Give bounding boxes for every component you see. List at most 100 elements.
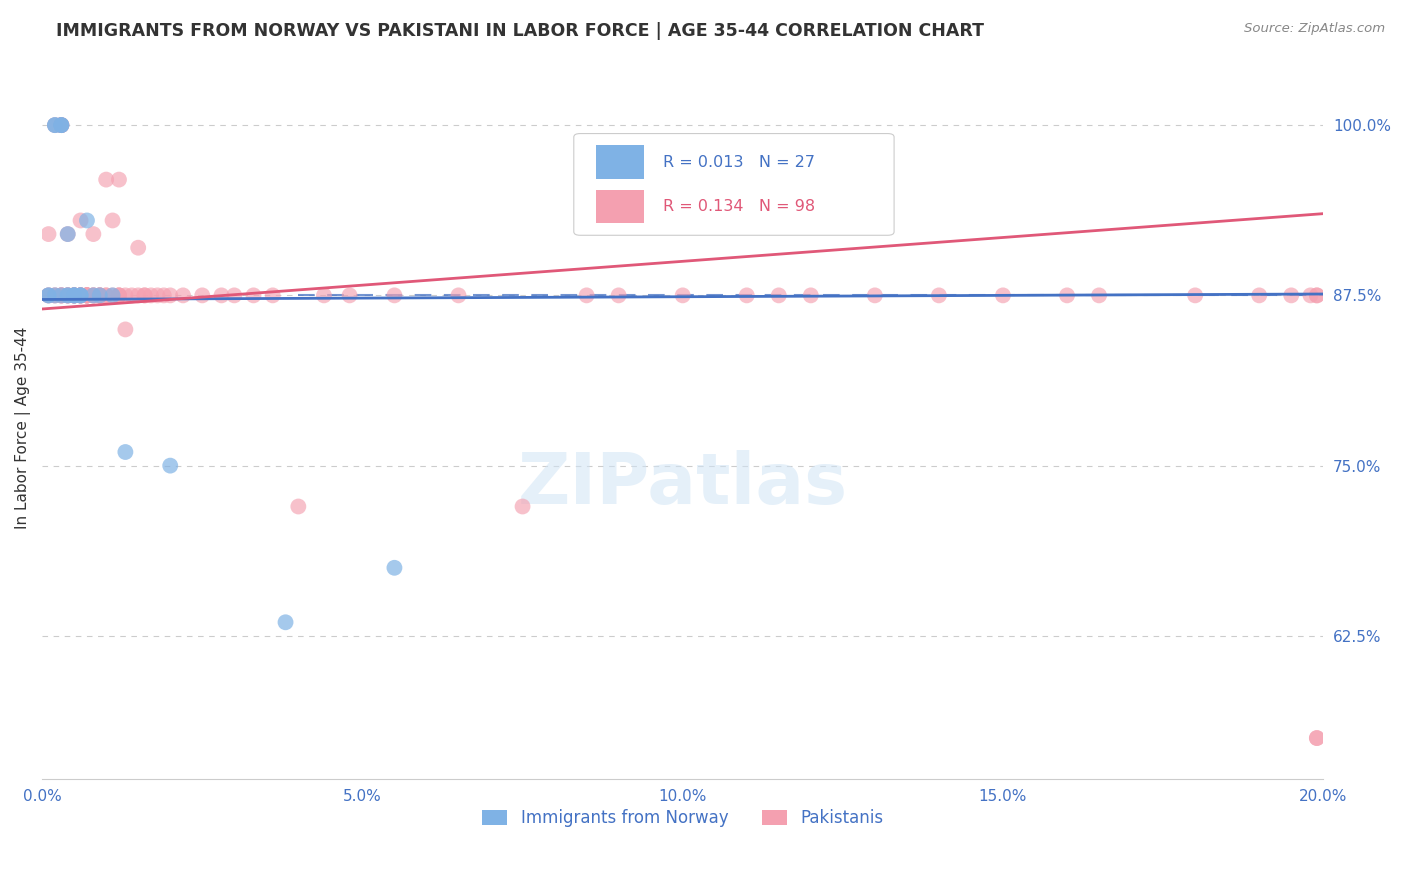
Point	[63, 288, 86, 302]
Point	[863, 288, 886, 302]
Point	[51, 118, 73, 132]
Point	[1299, 288, 1322, 302]
Point	[44, 288, 66, 302]
Text: R = 0.013   N = 27: R = 0.013 N = 27	[664, 155, 815, 169]
Point	[38, 288, 60, 302]
Point	[76, 288, 98, 302]
Point	[108, 288, 131, 302]
Point	[1306, 731, 1329, 745]
Point	[800, 288, 823, 302]
Text: Source: ZipAtlas.com: Source: ZipAtlas.com	[1244, 22, 1385, 36]
Point	[69, 288, 91, 302]
Point	[76, 288, 98, 302]
Point	[242, 288, 264, 302]
Text: R = 0.134   N = 98: R = 0.134 N = 98	[664, 199, 815, 214]
Point	[44, 118, 66, 132]
Text: ZIPatlas: ZIPatlas	[517, 450, 848, 519]
Point	[991, 288, 1014, 302]
Point	[69, 288, 91, 302]
Point	[127, 241, 149, 255]
Point	[114, 322, 136, 336]
Point	[76, 288, 98, 302]
Point	[56, 288, 79, 302]
Point	[134, 288, 156, 302]
Point	[51, 288, 73, 302]
Point	[69, 213, 91, 227]
Point	[172, 288, 194, 302]
Point	[63, 288, 86, 302]
Point	[211, 288, 233, 302]
Point	[96, 172, 118, 186]
Legend: Immigrants from Norway, Pakistanis: Immigrants from Norway, Pakistanis	[475, 803, 890, 834]
Point	[76, 288, 98, 302]
Point	[1306, 288, 1329, 302]
Point	[56, 288, 79, 302]
Point	[76, 288, 98, 302]
Point	[89, 288, 111, 302]
Point	[1184, 288, 1206, 302]
Point	[928, 288, 950, 302]
Point	[274, 615, 297, 630]
Point	[76, 213, 98, 227]
Point	[575, 288, 598, 302]
Point	[108, 172, 131, 186]
Point	[108, 288, 131, 302]
Point	[56, 227, 79, 241]
Point	[114, 445, 136, 459]
Point	[114, 288, 136, 302]
Point	[82, 288, 104, 302]
Point	[101, 213, 124, 227]
Point	[89, 288, 111, 302]
Bar	[596, 190, 644, 223]
Point	[76, 288, 98, 302]
Point	[51, 118, 73, 132]
Y-axis label: In Labor Force | Age 35-44: In Labor Force | Age 35-44	[15, 327, 31, 529]
Point	[82, 288, 104, 302]
Point	[82, 227, 104, 241]
Point	[89, 288, 111, 302]
Point	[159, 458, 181, 473]
Point	[38, 288, 60, 302]
Point	[38, 288, 60, 302]
Point	[447, 288, 470, 302]
Point	[44, 118, 66, 132]
Point	[63, 288, 86, 302]
Point	[82, 288, 104, 302]
Point	[69, 288, 91, 302]
Point	[262, 288, 284, 302]
Point	[82, 288, 104, 302]
Point	[287, 500, 309, 514]
Point	[1249, 288, 1271, 302]
Point	[735, 288, 758, 302]
Point	[384, 288, 406, 302]
Point	[51, 288, 73, 302]
Point	[127, 288, 149, 302]
Point	[224, 288, 246, 302]
Point	[56, 288, 79, 302]
Point	[63, 288, 86, 302]
Point	[1306, 731, 1329, 745]
Point	[56, 288, 79, 302]
Point	[134, 288, 156, 302]
Point	[69, 288, 91, 302]
Point	[51, 118, 73, 132]
Point	[69, 288, 91, 302]
Point	[1056, 288, 1078, 302]
Point	[69, 288, 91, 302]
Point	[139, 288, 162, 302]
Point	[51, 288, 73, 302]
Point	[38, 227, 60, 241]
Point	[89, 288, 111, 302]
Point	[512, 500, 534, 514]
Point	[1306, 288, 1329, 302]
Point	[1279, 288, 1302, 302]
Point	[96, 288, 118, 302]
Point	[768, 288, 790, 302]
Point	[56, 227, 79, 241]
Point	[63, 288, 86, 302]
Point	[384, 561, 406, 575]
Point	[38, 288, 60, 302]
Point	[96, 288, 118, 302]
Point	[56, 288, 79, 302]
Point	[312, 288, 335, 302]
